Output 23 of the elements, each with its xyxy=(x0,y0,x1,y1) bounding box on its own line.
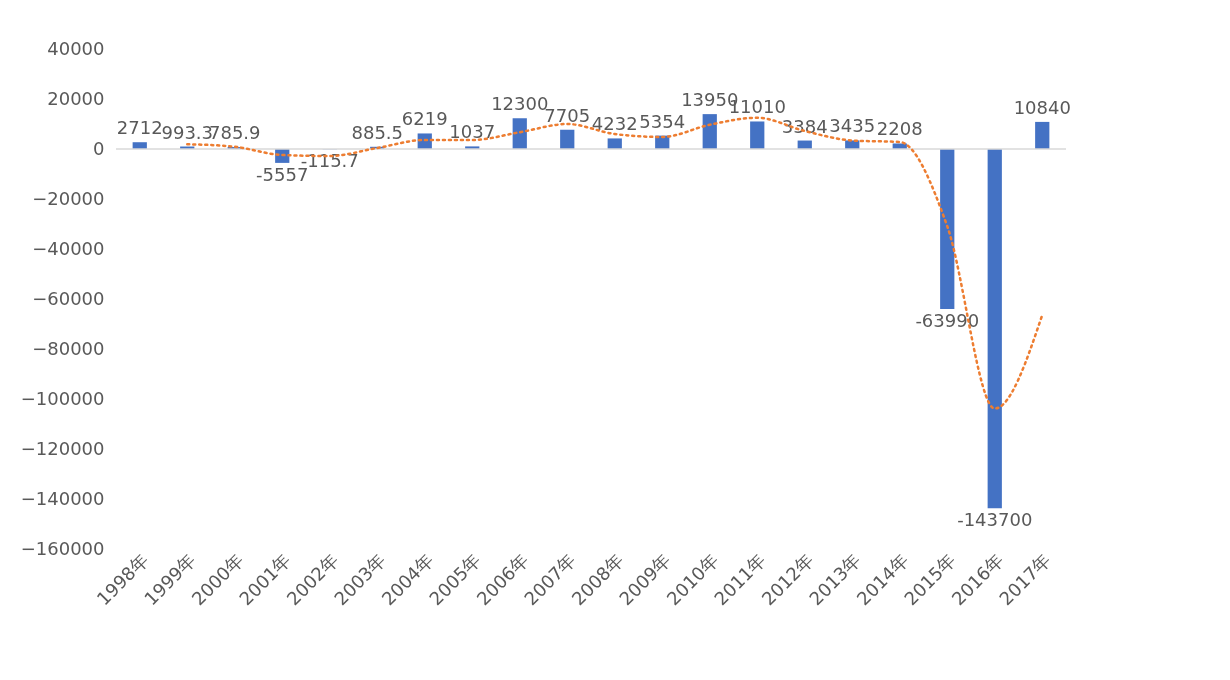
data-label: 2712 xyxy=(116,117,163,139)
y-tick-label: −60000 xyxy=(32,287,105,309)
y-tick-label: −140000 xyxy=(20,487,105,509)
data-label: 885.5 xyxy=(351,121,404,143)
y-tick-label: 0 xyxy=(93,137,105,159)
y-tick-label: 20000 xyxy=(47,87,105,109)
y-tick-label: −20000 xyxy=(32,187,105,209)
data-label: 6219 xyxy=(401,108,448,130)
y-tick-label: 40000 xyxy=(47,37,105,59)
y-tick-label: −80000 xyxy=(32,337,105,359)
data-label: 2208 xyxy=(876,118,923,140)
y-tick-label: −40000 xyxy=(32,237,105,259)
y-tick-label: −160000 xyxy=(20,537,105,559)
data-label: 1037 xyxy=(449,121,496,143)
data-label: 4232 xyxy=(591,113,638,135)
data-label: -63990 xyxy=(915,309,980,331)
data-label: 5354 xyxy=(639,110,686,132)
y-tick-label: −100000 xyxy=(20,387,105,409)
data-label: 3435 xyxy=(829,115,876,137)
data-label: -143700 xyxy=(957,509,1033,531)
data-label: 3384 xyxy=(781,115,828,137)
y-tick-label: −120000 xyxy=(20,437,105,459)
data-label: 10840 xyxy=(1013,96,1071,118)
